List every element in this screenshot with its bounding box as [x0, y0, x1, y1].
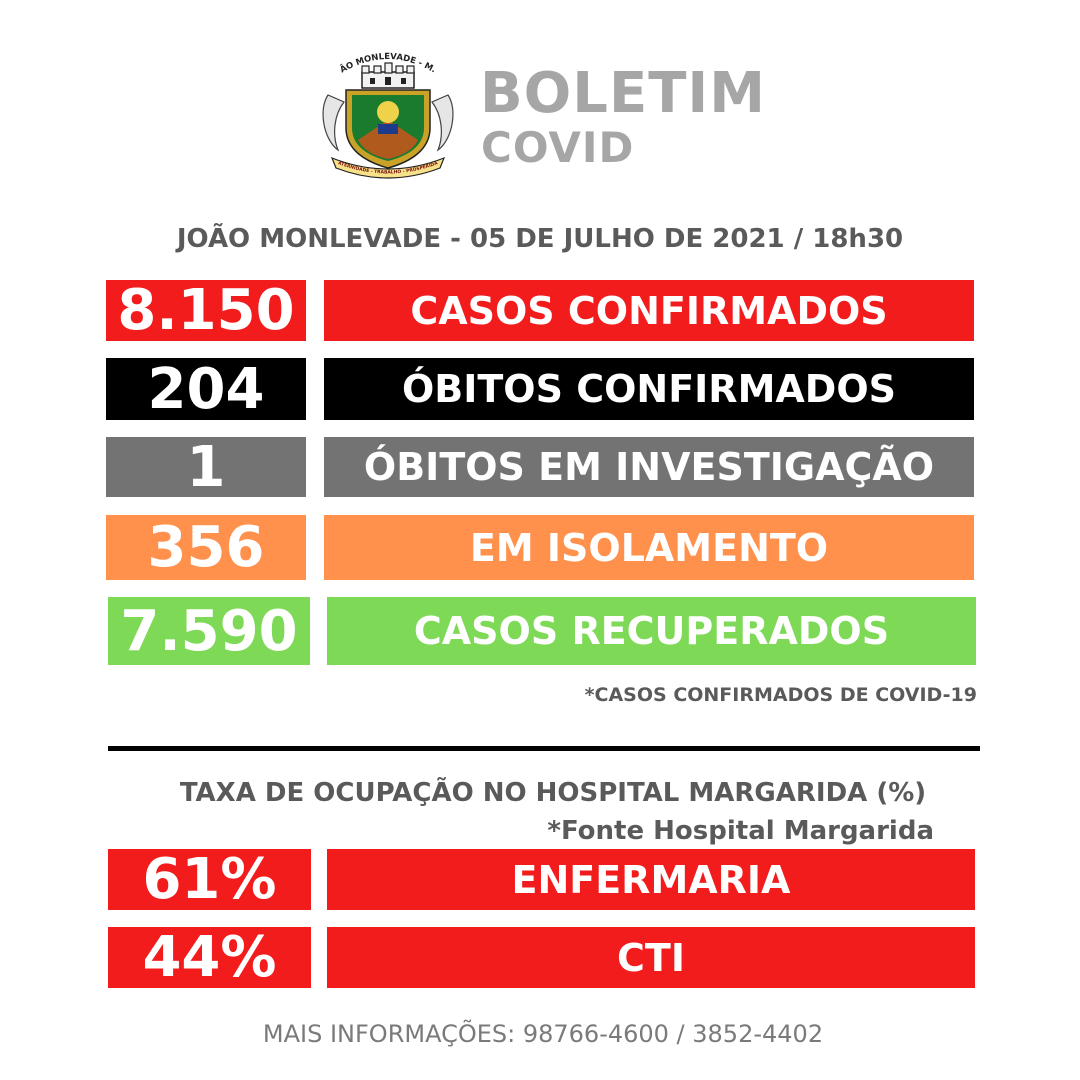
confirmed-deaths-label: ÓBITOS CONFIRMADOS — [324, 358, 974, 420]
bulletin-title: BOLETIM — [480, 61, 766, 126]
isolation-value: 356 — [106, 515, 306, 580]
recovered-value: 7.590 — [108, 597, 310, 665]
confirmed-cases-value: 8.150 — [106, 278, 306, 343]
confirmed-deaths-value: 204 — [106, 357, 306, 422]
city-date-line: JOÃO MONLEVADE - 05 DE JULHO DE 2021 / 1… — [176, 224, 904, 254]
deaths-under-investigation-label: ÓBITOS EM INVESTIGAÇÃO — [324, 437, 974, 497]
hospital-occupancy-title: TAXA DE OCUPAÇÃO NO HOSPITAL MARGARIDA (… — [179, 778, 927, 808]
recovered-label: CASOS RECUPERADOS — [327, 597, 976, 665]
hospital-source-note: *Fonte Hospital Margarida — [547, 816, 934, 846]
isolation-label: EM ISOLAMENTO — [324, 515, 974, 580]
section-divider — [108, 746, 980, 751]
bulletin-subtitle: COVID — [481, 123, 635, 172]
contact-info: MAIS INFORMAÇÕES: 98766-4600 / 3852-4402 — [262, 1020, 824, 1048]
confirmed-cases-label: CASOS CONFIRMADOS — [324, 280, 974, 341]
ward-occupancy-value: 61% — [108, 847, 311, 912]
icu-occupancy-value: 44% — [108, 925, 311, 990]
ward-occupancy-label: ENFERMARIA — [327, 849, 975, 910]
municipal-crest-logo: JOÃO MONLEVADE - M.G. FRATERNIDADE - TRA… — [318, 50, 454, 179]
confirmed-cases-footnote: *CASOS CONFIRMADOS DE COVID-19 — [584, 684, 977, 706]
icu-occupancy-label: CTI — [327, 927, 975, 988]
deaths-under-investigation-value: 1 — [106, 435, 306, 500]
